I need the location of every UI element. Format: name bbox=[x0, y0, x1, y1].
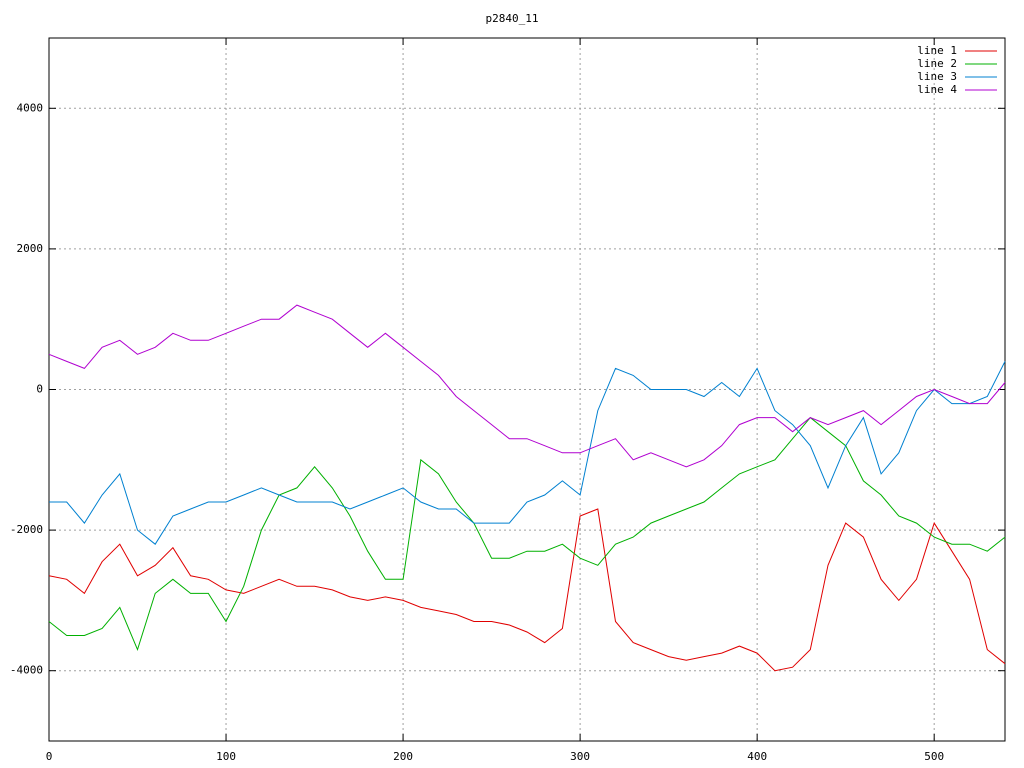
chart-title: p2840_11 bbox=[486, 12, 539, 25]
x-tick-label: 300 bbox=[570, 750, 590, 763]
x-tick-label: 200 bbox=[393, 750, 413, 763]
plot-border bbox=[48, 37, 1006, 742]
legend-label: line 1 bbox=[917, 44, 957, 57]
x-tick-label: 0 bbox=[46, 750, 53, 763]
x-tick-label: 500 bbox=[924, 750, 944, 763]
legend-label: line 2 bbox=[917, 57, 957, 70]
data-line bbox=[48, 304, 1006, 468]
x-tick-label: 100 bbox=[216, 750, 236, 763]
y-tick-label: 4000 bbox=[17, 101, 44, 114]
x-tick-label: 400 bbox=[747, 750, 767, 763]
y-tick-label: -4000 bbox=[10, 664, 43, 677]
legend-label: line 4 bbox=[917, 83, 957, 96]
legend-label: line 3 bbox=[917, 70, 957, 83]
y-tick-label: 0 bbox=[36, 383, 43, 396]
y-tick-label: -2000 bbox=[10, 523, 43, 536]
data-line bbox=[48, 416, 1006, 652]
data-line bbox=[49, 361, 1006, 545]
y-tick-label: 2000 bbox=[17, 242, 44, 255]
data-line bbox=[48, 508, 1006, 672]
